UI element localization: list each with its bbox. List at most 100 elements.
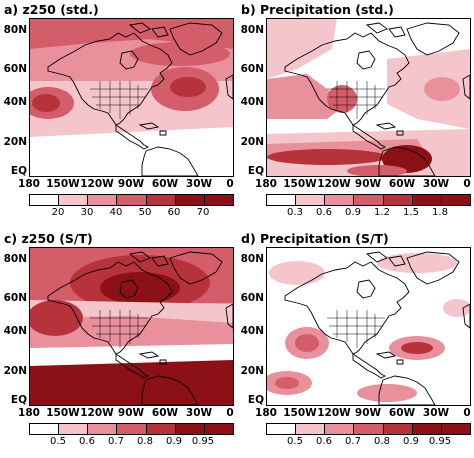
colorbar-label: 20	[51, 207, 65, 218]
coastline	[352, 124, 387, 150]
coastline	[138, 351, 160, 359]
colorbar-swatch	[441, 424, 470, 434]
coastline	[47, 32, 173, 126]
lon-label: 120W	[317, 178, 351, 190]
lon-label: 30W	[422, 407, 450, 419]
colorbar-label: 50	[138, 207, 152, 218]
colorbar-swatch	[325, 195, 355, 205]
colorbar-label: 0.9	[166, 436, 182, 447]
lon-label: 0	[226, 407, 234, 419]
colorbar-swatch	[175, 195, 205, 205]
panel-a: a) z250 (std.) 80N 60N 40N 20N EQ 180 15…	[0, 0, 237, 229]
map-plot	[266, 18, 471, 177]
colorbar-swatch	[59, 195, 89, 205]
coastline	[141, 146, 199, 176]
colorbar-label: 0.9	[345, 207, 361, 218]
colorbar-label: 0.7	[108, 436, 124, 447]
coastline	[356, 279, 376, 299]
lat-label: 80N	[240, 24, 264, 36]
lon-label: 30W	[422, 178, 450, 190]
coastline	[225, 74, 233, 100]
lat-label: 20N	[240, 136, 264, 148]
lon-label: 0	[226, 178, 234, 190]
map-svg	[30, 19, 233, 176]
coastline	[388, 255, 406, 267]
colorbar-swatch	[296, 195, 326, 205]
coastline	[169, 251, 223, 285]
panel-title: c) z250 (S/T)	[4, 231, 93, 246]
coastline	[119, 279, 139, 299]
colorbar-swatch	[267, 195, 297, 205]
coastline	[375, 351, 397, 359]
coastline	[151, 26, 169, 38]
coastline	[462, 74, 470, 100]
lat-label: EQ	[10, 394, 27, 406]
lat-label: 40N	[3, 96, 27, 108]
map-svg	[30, 248, 233, 405]
lon-label: 120W	[317, 407, 351, 419]
colorbar	[29, 423, 234, 435]
colorbar-swatch	[59, 424, 89, 434]
colorbar-label: 40	[109, 207, 123, 218]
lat-label: 60N	[3, 292, 27, 304]
lon-label: 90W	[117, 178, 145, 190]
lon-label: 0	[463, 407, 471, 419]
colorbar-label: 30	[80, 207, 94, 218]
coastline	[159, 130, 167, 136]
colorbar-swatch	[296, 424, 326, 434]
lon-label: 60W	[388, 407, 416, 419]
colorbar-label: 0.6	[316, 207, 332, 218]
coastline	[284, 261, 410, 355]
lat-label: 20N	[3, 136, 27, 148]
lat-label: EQ	[247, 165, 264, 177]
colorbar-label: 0.6	[316, 436, 332, 447]
colorbar	[29, 194, 234, 206]
coastline	[352, 353, 387, 379]
lat-label: 40N	[240, 325, 264, 337]
colorbar-swatch	[383, 195, 413, 205]
coastline-outlines	[284, 251, 470, 405]
colorbar-label: 0.3	[287, 207, 303, 218]
colorbar-swatch	[146, 424, 176, 434]
colorbar-label: 0.5	[287, 436, 303, 447]
lat-label: 80N	[3, 24, 27, 36]
map-svg	[267, 248, 470, 405]
coastline	[388, 26, 406, 38]
coastline	[115, 353, 150, 379]
lat-label: 60N	[240, 63, 264, 75]
colorbar-label: 0.8	[137, 436, 153, 447]
colorbar-swatch	[117, 424, 147, 434]
panel-title: a) z250 (std.)	[4, 2, 99, 17]
coastline-outlines	[47, 22, 233, 176]
colorbar-swatch	[204, 195, 233, 205]
coastline	[225, 303, 233, 329]
coastline	[141, 375, 199, 405]
colorbar-swatch	[30, 424, 60, 434]
coastline	[138, 122, 160, 130]
colorbar-swatch	[267, 424, 297, 434]
lon-label: 180	[18, 178, 40, 190]
map-plot	[29, 247, 234, 406]
colorbar-label: 70	[196, 207, 210, 218]
coastline	[378, 375, 436, 405]
lat-label: EQ	[247, 394, 264, 406]
coastline	[356, 50, 376, 70]
colorbar-label: 0.7	[345, 436, 361, 447]
colorbar-label: 0.6	[79, 436, 95, 447]
colorbar-swatch	[354, 424, 384, 434]
coastline	[396, 359, 404, 365]
panel-b: b) Precipitation (std.) 80N 60N 40N 20N …	[237, 0, 474, 229]
coastline	[406, 22, 460, 56]
colorbar-label: 0.95	[191, 436, 215, 447]
coastline	[375, 122, 397, 130]
lon-label: 30W	[185, 407, 213, 419]
coastline	[365, 22, 388, 34]
lat-label: 20N	[3, 365, 27, 377]
lon-label: 30W	[185, 178, 213, 190]
coastline	[115, 124, 150, 150]
lat-label: 40N	[3, 325, 27, 337]
colorbar-swatch	[383, 424, 413, 434]
coastline	[365, 251, 388, 263]
colorbar-swatch	[30, 195, 60, 205]
colorbar-swatch	[412, 424, 442, 434]
